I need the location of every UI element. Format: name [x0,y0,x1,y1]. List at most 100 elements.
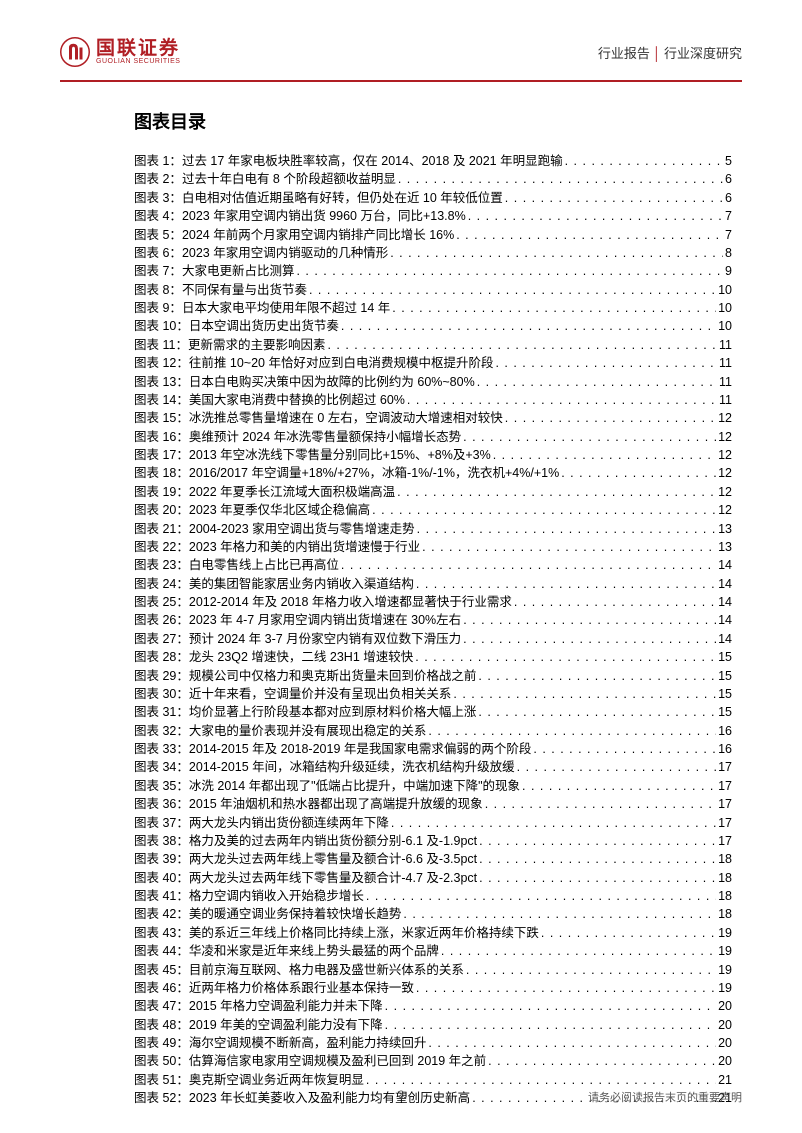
toc-page: 14 [718,611,732,629]
toc-dots: . . . . . . . . . . . . . . . . . . . . … [341,556,716,574]
toc-title: 2023 年夏季仅华北区域企稳偏高 [189,501,370,519]
toc-dots: . . . . . . . . . . . . . . . . . . . . … [407,391,717,409]
toc-row: 图表 25：2012-2014 年及 2018 年格力收入增速都显著快于行业需求… [134,593,732,611]
toc-label: 图表 12： [134,354,189,372]
toc-dots: . . . . . . . . . . . . . . . . . . . . … [541,924,716,942]
toc-page: 18 [718,905,732,923]
logo-text-cn: 国联证券 [96,39,180,58]
toc-label: 图表 43： [134,924,189,942]
toc-dots: . . . . . . . . . . . . . . . . . . . . … [463,428,716,446]
toc-label: 图表 26： [134,611,189,629]
toc-row: 图表 14：美国大家电消费中替换的比例超过 60%. . . . . . . .… [134,391,732,409]
toc-title: 日本空调出货历史出货节奏 [189,317,339,335]
toc-page: 20 [718,1052,732,1070]
toc-row: 图表 21：2004-2023 家用空调出货与零售增速走势. . . . . .… [134,520,732,538]
toc-dots: . . . . . . . . . . . . . . . . . . . . … [428,722,716,740]
toc-dots: . . . . . . . . . . . . . . . . . . . . … [488,1052,716,1070]
toc-row: 图表 3：白电相对估值近期虽略有好转，但仍处在近 10 年较低位置. . . .… [134,189,732,207]
toc-dots: . . . . . . . . . . . . . . . . . . . . … [495,354,717,372]
toc-label: 图表 49： [134,1034,189,1052]
toc-page: 11 [719,336,732,354]
toc-title: 美的集团智能家居业务内销收入渠道结构 [189,575,414,593]
toc-page: 20 [718,1016,732,1034]
toc-title: 2012-2014 年及 2018 年格力收入增速都显著快于行业需求 [189,593,512,611]
toc-title: 2013 年空冰洗线下零售量分别同比+15%、+8%及+3% [189,446,491,464]
toc-page: 5 [725,152,732,170]
toc-title: 2023 年 4-7 月家用空调内销出货增速在 30%左右 [189,611,461,629]
toc-title: 往前推 10~20 年恰好对应到白电消费规模中枢提升阶段 [189,354,494,372]
toc-title: 2015 年格力空调盈利能力并未下降 [189,997,383,1015]
toc-dots: . . . . . . . . . . . . . . . . . . . . … [309,281,716,299]
toc-page: 17 [718,777,732,795]
toc-dots: . . . . . . . . . . . . . . . . . . . . … [398,170,723,188]
toc-title: 美的暖通空调业务保持着较快增长趋势 [189,905,402,923]
toc-page: 14 [718,630,732,648]
toc-title: 华凌和米家是近年来线上势头最猛的两个品牌 [189,942,439,960]
toc-title: 格力空调内销收入开始稳步增长 [189,887,364,905]
toc-label: 图表 18： [134,464,189,482]
toc-page: 16 [718,722,732,740]
page-footer: 3 请务必阅读报告末页的重要声明 [0,1089,802,1105]
toc-label: 图表 38： [134,832,189,850]
toc-label: 图表 23： [134,556,189,574]
toc-dots: . . . . . . . . . . . . . . . . . . . . … [403,905,716,923]
toc-dots: . . . . . . . . . . . . . . . . . . . . … [478,703,716,721]
toc-dots: . . . . . . . . . . . . . . . . . . . . … [372,501,716,519]
toc-page: 14 [718,556,732,574]
toc-title: 2014-2015 年间，冰箱结构升级延续，洗衣机结构升级放缓 [189,758,515,776]
toc-dots: . . . . . . . . . . . . . . . . . . . . … [366,887,716,905]
toc-label: 图表 7： [134,262,182,280]
toc-title: 大家电的量价表现并没有展现出稳定的关系 [189,722,427,740]
toc-row: 图表 27：预计 2024 年 3-7 月份家空内销有双位数下滑压力. . . … [134,630,732,648]
toc-dots: . . . . . . . . . . . . . . . . . . . . … [453,685,716,703]
toc-dots: . . . . . . . . . . . . . . . . . . . . … [479,850,716,868]
toc-page: 10 [718,281,732,299]
toc-label: 图表 27： [134,630,189,648]
toc-row: 图表 37：两大龙头内销出货份额连续两年下降. . . . . . . . . … [134,814,732,832]
toc-dots: . . . . . . . . . . . . . . . . . . . . … [478,667,716,685]
toc-title: 过去十年白电有 8 个阶段超额收益明显 [182,170,396,188]
toc-page: 20 [718,997,732,1015]
toc-row: 图表 2：过去十年白电有 8 个阶段超额收益明显. . . . . . . . … [134,170,732,188]
toc-dots: . . . . . . . . . . . . . . . . . . . . … [505,189,723,207]
toc-title: 不同保有量与出货节奏 [182,281,307,299]
toc-dots: . . . . . . . . . . . . . . . . . . . . … [416,979,716,997]
toc-dots: . . . . . . . . . . . . . . . . . . . . … [417,520,716,538]
toc-label: 图表 31： [134,703,189,721]
toc-page: 15 [718,703,732,721]
toc-page: 14 [718,593,732,611]
toc-label: 图表 46： [134,979,189,997]
toc-page: 18 [718,887,732,905]
toc-dots: . . . . . . . . . . . . . . . . . . . . … [415,648,716,666]
toc-row: 图表 49：海尔空调规模不断新高，盈利能力持续回升. . . . . . . .… [134,1034,732,1052]
header-category: 行业报告│行业深度研究 [598,43,742,62]
toc-row: 图表 42：美的暖通空调业务保持着较快增长趋势. . . . . . . . .… [134,905,732,923]
header-rule [60,80,742,82]
toc-row: 图表 40：两大龙头过去两年线下零售量及额合计-4.7 及-2.3pct. . … [134,869,732,887]
toc-title: 预计 2024 年 3-7 月份家空内销有双位数下滑压力 [189,630,461,648]
toc-page: 18 [718,869,732,887]
toc-page: 12 [718,483,732,501]
toc-dots: . . . . . . . . . . . . . . . . . . . . … [463,630,716,648]
toc-label: 图表 11： [134,336,188,354]
toc-label: 图表 17： [134,446,189,464]
toc-row: 图表 12：往前推 10~20 年恰好对应到白电消费规模中枢提升阶段. . . … [134,354,732,372]
toc-label: 图表 24： [134,575,189,593]
toc-title: 更新需求的主要影响因素 [188,336,326,354]
toc-dots: . . . . . . . . . . . . . . . . . . . . … [392,299,716,317]
toc-page: 19 [718,924,732,942]
toc-label: 图表 33： [134,740,189,758]
toc-page: 19 [718,961,732,979]
toc-dots: . . . . . . . . . . . . . . . . . . . . … [456,226,723,244]
toc-row: 图表 36：2015 年油烟机和热水器都出现了高端提升放缓的现象. . . . … [134,795,732,813]
toc-title: 2023 年格力和美的内销出货增速慢于行业 [189,538,420,556]
toc-page: 15 [718,648,732,666]
toc-page: 21 [718,1071,732,1089]
toc-row: 图表 26：2023 年 4-7 月家用空调内销出货增速在 30%左右. . .… [134,611,732,629]
toc-label: 图表 34： [134,758,189,776]
toc-title: 龙头 23Q2 增速快，二线 23H1 增速较快 [189,648,413,666]
toc-row: 图表 45：目前京海互联网、格力电器及盛世新兴体系的关系. . . . . . … [134,961,732,979]
toc-row: 图表 41：格力空调内销收入开始稳步增长. . . . . . . . . . … [134,887,732,905]
toc-dots: . . . . . . . . . . . . . . . . . . . . … [391,814,716,832]
toc-page: 12 [718,409,732,427]
